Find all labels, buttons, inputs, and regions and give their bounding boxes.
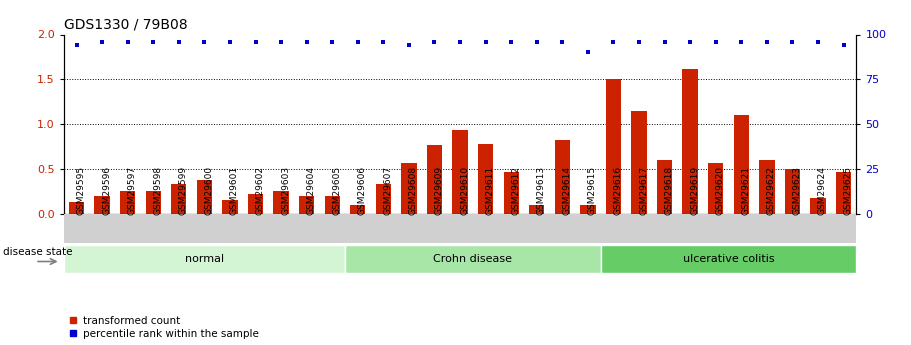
Bar xyxy=(631,111,647,214)
Text: GSM29598: GSM29598 xyxy=(153,166,162,215)
Bar xyxy=(171,184,187,214)
Text: GSM29615: GSM29615 xyxy=(588,166,597,215)
Bar xyxy=(222,200,238,214)
Text: GSM29619: GSM29619 xyxy=(691,166,699,215)
Bar xyxy=(273,191,289,214)
Text: GSM29623: GSM29623 xyxy=(793,166,802,215)
Text: GSM29601: GSM29601 xyxy=(230,166,239,215)
Bar xyxy=(504,172,519,214)
Text: GSM29597: GSM29597 xyxy=(128,166,137,215)
Text: GSM29611: GSM29611 xyxy=(486,166,495,215)
Bar xyxy=(248,194,263,214)
Legend: transformed count, percentile rank within the sample: transformed count, percentile rank withi… xyxy=(69,316,259,339)
Text: GSM29625: GSM29625 xyxy=(844,166,853,215)
Bar xyxy=(69,202,84,214)
Text: GSM29606: GSM29606 xyxy=(358,166,367,215)
Bar xyxy=(345,245,600,273)
Text: GSM29616: GSM29616 xyxy=(613,166,622,215)
Bar xyxy=(759,160,774,214)
Bar xyxy=(146,190,161,214)
Text: GSM29621: GSM29621 xyxy=(742,166,751,215)
Text: GSM29612: GSM29612 xyxy=(511,166,520,215)
Text: GSM29599: GSM29599 xyxy=(179,166,188,215)
Text: GSM29614: GSM29614 xyxy=(562,166,571,215)
Text: GSM29609: GSM29609 xyxy=(435,166,444,215)
Bar xyxy=(657,160,672,214)
Bar xyxy=(427,145,442,214)
Bar xyxy=(555,140,570,214)
Bar xyxy=(401,163,416,214)
Text: GDS1330 / 79B08: GDS1330 / 79B08 xyxy=(64,18,188,32)
Text: GSM29622: GSM29622 xyxy=(767,167,776,215)
Bar xyxy=(600,245,856,273)
Text: GSM29600: GSM29600 xyxy=(204,166,213,215)
Text: GSM29604: GSM29604 xyxy=(307,166,315,215)
Bar xyxy=(836,172,851,214)
Bar xyxy=(580,205,596,214)
Bar xyxy=(95,196,110,214)
Text: GSM29610: GSM29610 xyxy=(460,166,469,215)
Text: GSM29605: GSM29605 xyxy=(333,166,342,215)
Bar xyxy=(529,205,545,214)
Text: GSM29620: GSM29620 xyxy=(716,166,725,215)
Text: GSM29607: GSM29607 xyxy=(384,166,393,215)
Text: GSM29603: GSM29603 xyxy=(281,166,290,215)
Bar xyxy=(784,169,800,214)
Bar xyxy=(708,163,723,214)
Text: GSM29618: GSM29618 xyxy=(665,166,673,215)
Text: disease state: disease state xyxy=(4,247,73,257)
Text: GSM29617: GSM29617 xyxy=(639,166,648,215)
Bar xyxy=(453,130,467,214)
Bar xyxy=(375,184,391,214)
Bar xyxy=(324,196,340,214)
Bar xyxy=(120,191,136,214)
Bar xyxy=(682,69,698,214)
Text: GSM29613: GSM29613 xyxy=(537,166,546,215)
Bar xyxy=(299,196,314,214)
Text: GSM29596: GSM29596 xyxy=(102,166,111,215)
Bar xyxy=(350,205,365,214)
Bar xyxy=(810,198,825,214)
Bar xyxy=(197,180,212,214)
Bar xyxy=(733,115,749,214)
Text: ulcerative colitis: ulcerative colitis xyxy=(682,254,774,264)
Bar xyxy=(64,245,345,273)
Text: GSM29595: GSM29595 xyxy=(77,166,86,215)
Text: GSM29624: GSM29624 xyxy=(818,167,827,215)
Text: GSM29608: GSM29608 xyxy=(409,166,418,215)
Text: GSM29602: GSM29602 xyxy=(255,166,264,215)
Text: normal: normal xyxy=(185,254,224,264)
Text: Crohn disease: Crohn disease xyxy=(434,254,512,264)
Bar xyxy=(606,79,621,214)
Bar xyxy=(478,144,493,214)
